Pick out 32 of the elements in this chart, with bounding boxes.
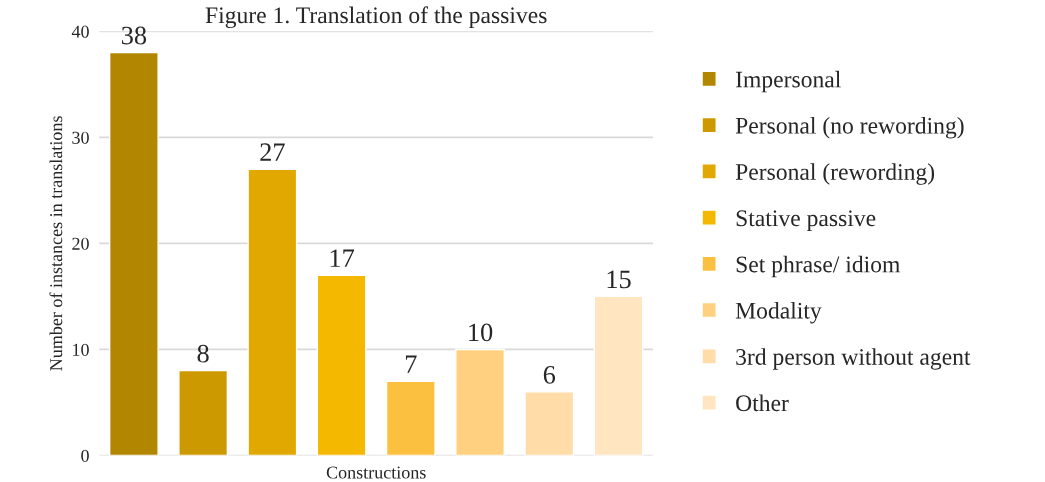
legend-label: 3rd person without agent (736, 348, 971, 370)
data-label: 6 (543, 365, 556, 384)
data-label: 10 (469, 323, 493, 342)
x-axis-title: Constructions (326, 466, 426, 479)
bar (455, 348, 505, 456)
chart-title: Figure 1. Translation of the passives (205, 6, 547, 29)
legend-label: Personal (rewording) (735, 163, 935, 185)
legend-label: Set phrase/ idiom (736, 255, 901, 278)
data-label: 17 (330, 249, 355, 267)
data-label: 27 (260, 143, 285, 161)
bar (178, 369, 229, 456)
y-tick-label: 30 (72, 131, 89, 144)
bar (108, 51, 159, 456)
y-tick-label: 40 (71, 25, 89, 38)
y-tick-label: 0 (81, 449, 89, 462)
legend-label: Impersonal (735, 70, 841, 93)
legend-label: Stative passive (736, 210, 876, 232)
data-label: 15 (607, 270, 631, 289)
y-tick-label: 20 (72, 237, 89, 250)
data-label: 8 (197, 344, 209, 363)
y-axis-title: Number of instances in translations (49, 116, 63, 371)
legend-label: Modality (735, 302, 822, 324)
bar (593, 295, 644, 456)
bar (247, 168, 298, 456)
legend-label: Personal (no rewording) (735, 117, 964, 139)
bar (524, 391, 575, 456)
y-tick-label: 10 (73, 343, 89, 356)
data-label: 38 (121, 26, 147, 45)
bar (316, 274, 367, 456)
data-label: 7 (405, 355, 417, 373)
legend-label: Other (736, 394, 789, 412)
bar (385, 380, 436, 456)
